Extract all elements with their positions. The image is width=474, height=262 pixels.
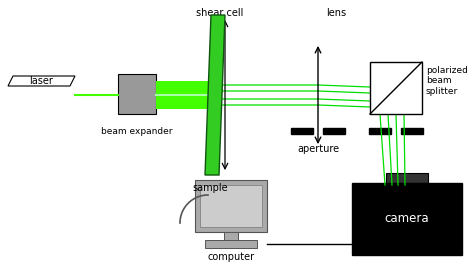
- Bar: [323, 128, 345, 134]
- Text: shear cell: shear cell: [196, 8, 244, 18]
- Bar: [200, 185, 262, 227]
- Bar: [352, 183, 462, 255]
- Polygon shape: [156, 81, 215, 109]
- Bar: [386, 173, 428, 183]
- Bar: [370, 62, 422, 114]
- Text: laser: laser: [29, 76, 53, 86]
- Text: aperture: aperture: [297, 144, 339, 154]
- Bar: [291, 128, 313, 134]
- Bar: [195, 180, 267, 232]
- Bar: [205, 240, 257, 248]
- Polygon shape: [205, 15, 225, 175]
- Bar: [118, 74, 156, 114]
- Polygon shape: [8, 76, 75, 86]
- Bar: [401, 128, 423, 134]
- Text: computer: computer: [208, 252, 255, 262]
- Text: sample: sample: [192, 183, 228, 193]
- Bar: [369, 128, 391, 134]
- Text: camera: camera: [385, 212, 429, 226]
- Text: beam expander: beam expander: [101, 127, 173, 136]
- Bar: [224, 232, 238, 240]
- Text: lens: lens: [326, 8, 346, 18]
- Text: polarized
beam
splitter: polarized beam splitter: [426, 66, 468, 96]
